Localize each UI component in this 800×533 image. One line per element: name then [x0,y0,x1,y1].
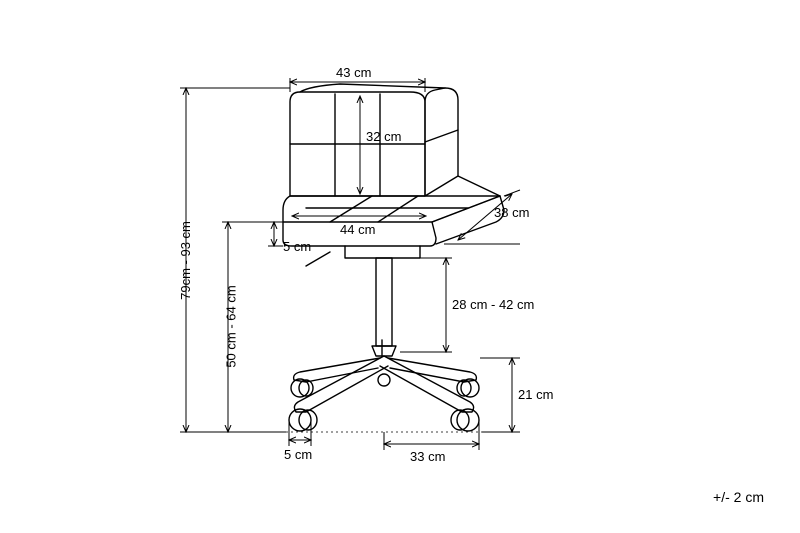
label-base-radius: 33 cm [410,450,445,463]
chair-line-art [0,0,800,533]
label-total-height-range: 79cm - 93 cm [179,221,192,300]
chair-dimension-diagram: 43 cm 32 cm 38 cm 44 cm 5 cm 50 cm - 64 … [0,0,800,533]
label-tolerance: +/- 2 cm [713,489,764,505]
label-back-height: 32 cm [366,130,401,143]
label-back-width: 43 cm [336,66,371,79]
label-caster-diameter: 5 cm [284,448,312,461]
label-column-clearance: 28 cm - 42 cm [452,298,534,311]
label-base-height: 21 cm [518,388,553,401]
label-seat-thickness: 5 cm [283,240,311,253]
label-seat-height-range: 50 cm - 64 cm [225,285,238,367]
label-seat-depth: 38 cm [494,206,529,219]
label-seat-width: 44 cm [340,223,375,236]
